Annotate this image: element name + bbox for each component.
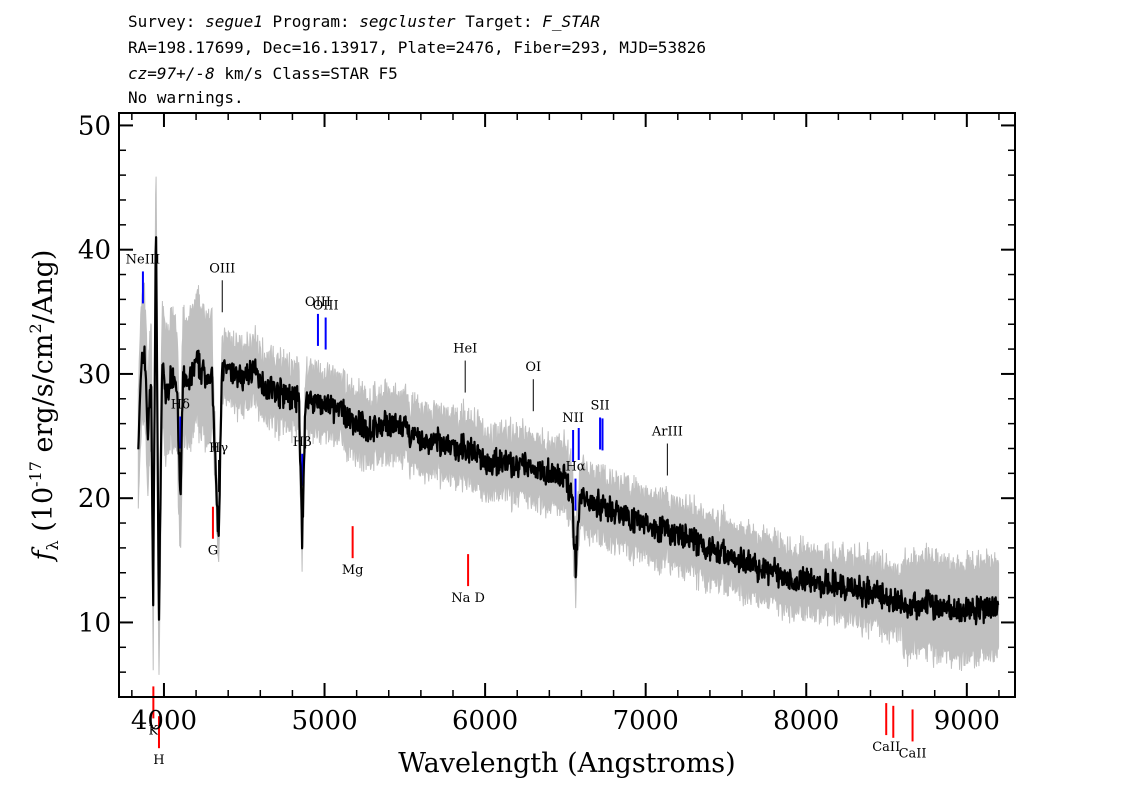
program-label: Program:	[272, 12, 350, 31]
y-axis-label: fλ (10-17 erg/s/cm2/Ang)	[26, 250, 62, 563]
line-label-hβ: Hβ	[293, 435, 312, 450]
x-axis-label: Wavelength (Angstroms)	[398, 748, 735, 779]
flux-series-line	[137, 236, 1000, 626]
line-label-caii: CaII	[899, 746, 927, 761]
line-label-hδ: Hδ	[171, 397, 190, 412]
header-line-4: No warnings.	[128, 88, 244, 107]
line-label-ariii: ArIII	[651, 425, 683, 440]
header-line-3: cz=97+/-8 km/s Class=STAR F5	[128, 64, 398, 84]
spectral-lines-layer: NeIIIHδHγOIIIHβOIIIOIIIHeIOINIIHαSIIArII…	[126, 252, 927, 768]
header-line-2: RA=198.17699, Dec=16.13917, Plate=2476, …	[128, 38, 706, 57]
survey-label: Survey:	[128, 12, 196, 31]
line-label-neiii: NeIII	[126, 252, 160, 267]
line-label-mg: Mg	[342, 563, 364, 578]
survey-value: segue1	[205, 12, 263, 31]
x-tick-label: 8000	[773, 706, 839, 736]
x-tick-label: 6000	[452, 706, 518, 736]
header-line-1: Survey: segue1 Program: segcluster Targe…	[128, 12, 600, 32]
y-tick-label: 10	[78, 608, 111, 638]
line-label-oiii: OIII	[313, 299, 339, 314]
class-text: km/s Class=STAR F5	[214, 64, 398, 83]
line-label-oi: OI	[525, 360, 541, 375]
x-tick-label: 7000	[613, 706, 679, 736]
cz-value: cz=97+/-8	[128, 64, 215, 83]
line-label-sii: SII	[590, 398, 609, 413]
line-label-caii: CaII	[872, 740, 900, 755]
line-label-hα: Hα	[565, 460, 585, 475]
program-value: segcluster	[359, 12, 456, 31]
line-label-nii: NII	[562, 411, 584, 426]
line-label-na-d: Na D	[451, 591, 485, 606]
x-tick-label: 9000	[934, 706, 1000, 736]
line-label-h: H	[153, 753, 164, 768]
line-label-hγ: Hγ	[209, 441, 228, 456]
target-value: F_STAR	[542, 12, 601, 31]
error-band	[137, 176, 1000, 675]
plot-frame	[118, 112, 1016, 698]
y-tick-label: 20	[78, 484, 111, 514]
line-label-hei: HeI	[453, 342, 477, 357]
line-label-oiii: OIII	[209, 261, 235, 276]
flux-layer	[137, 236, 1000, 626]
target-label: Target:	[465, 12, 533, 31]
x-tick-label: 4000	[131, 706, 197, 736]
y-tick-label: 50	[78, 111, 111, 141]
x-tick-label: 5000	[291, 706, 357, 736]
line-label-k: K	[149, 723, 159, 738]
axis-ticks: 4000 5000 6000 7000 8000 9000 10 20 30 40 50	[78, 111, 1015, 736]
y-tick-label: 40	[78, 236, 111, 266]
line-label-g: G	[208, 544, 218, 559]
error-band-layer	[137, 176, 1000, 675]
line-label-oiii: OIII	[305, 295, 331, 310]
y-tick-label: 30	[78, 360, 111, 390]
